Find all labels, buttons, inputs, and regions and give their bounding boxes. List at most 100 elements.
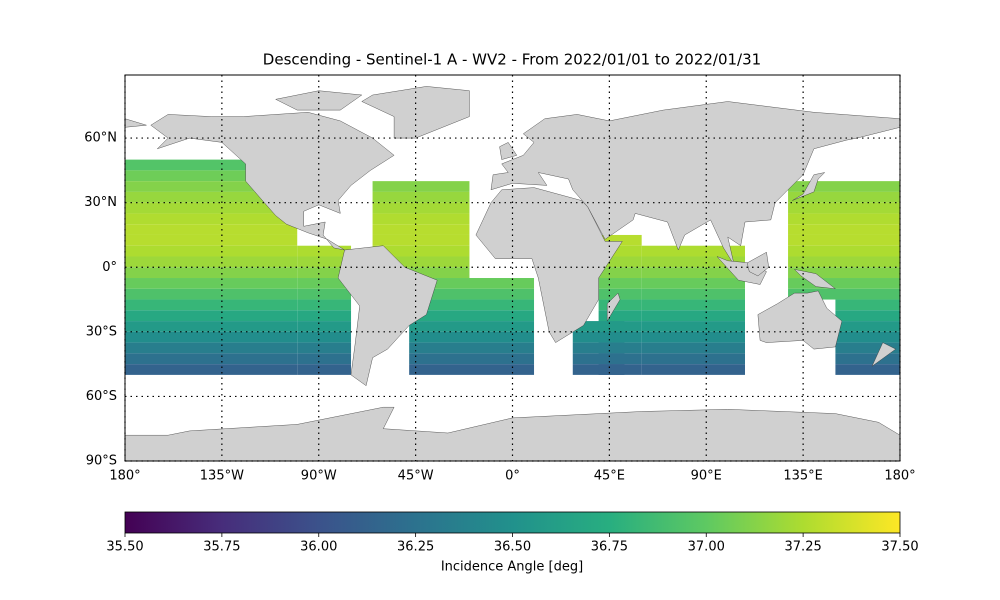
data-cell <box>598 364 642 375</box>
data-cell <box>372 256 470 268</box>
data-cell <box>297 331 352 343</box>
data-cell <box>125 170 298 182</box>
y-tick-label: 30°S <box>86 324 117 339</box>
data-cell <box>788 234 900 246</box>
data-cell <box>297 353 352 365</box>
data-cell <box>125 159 298 171</box>
data-cell <box>641 310 745 322</box>
x-tick-label: 45°W <box>398 469 434 484</box>
x-tick-label: 135°E <box>783 469 823 484</box>
land <box>792 172 826 201</box>
data-cell <box>598 299 642 311</box>
land <box>125 118 147 128</box>
data-cell <box>788 288 900 300</box>
data-cell <box>372 267 470 279</box>
land <box>716 256 767 285</box>
data-cell <box>372 224 470 235</box>
colorbar-tick-label: 37.00 <box>688 540 725 555</box>
data-cell <box>125 331 298 343</box>
data-cell <box>598 342 642 354</box>
colorbar-tick-label: 36.75 <box>591 540 628 555</box>
data-cell <box>409 299 535 311</box>
data-cell <box>125 245 298 257</box>
data-cell <box>409 364 535 375</box>
data-cell <box>125 353 298 365</box>
data-cell <box>835 310 900 322</box>
data-cell <box>372 213 470 225</box>
land <box>361 86 470 139</box>
data-cell <box>125 364 298 375</box>
x-tick-label: 90°E <box>691 469 722 484</box>
land <box>150 112 395 251</box>
data-cell <box>788 202 900 214</box>
data-cell <box>835 364 900 375</box>
data-cell <box>297 342 352 354</box>
data-cell <box>788 256 900 268</box>
y-tick-label: 60°N <box>84 131 117 146</box>
data-cell <box>598 256 642 268</box>
data-cell <box>641 245 745 257</box>
data-cell <box>641 353 745 365</box>
land <box>125 407 900 461</box>
colorbar <box>124 511 901 534</box>
colorbar-tick-label: 36.50 <box>494 540 531 555</box>
y-tick-label: 0° <box>102 260 117 275</box>
x-tick-label: 180° <box>884 469 915 484</box>
colorbar-tick-label: 35.75 <box>203 540 240 555</box>
data-cell <box>835 331 900 343</box>
data-cell <box>641 299 745 311</box>
data-cell <box>125 181 298 192</box>
data-cell <box>125 224 298 235</box>
land <box>475 187 623 343</box>
y-tick-label: 60°S <box>86 389 117 404</box>
data-cell <box>372 202 470 214</box>
data-cell <box>409 342 535 354</box>
data-cell <box>641 267 745 279</box>
data-cell <box>125 310 298 322</box>
y-tick-label: 30°N <box>84 195 117 210</box>
data-cell <box>598 278 642 289</box>
x-tick-label: 0° <box>505 469 520 484</box>
data-cell <box>641 331 745 343</box>
colorbar-label: Incidence Angle [deg] <box>441 560 583 575</box>
data-cell <box>788 278 900 289</box>
land <box>793 269 837 290</box>
colorbar-tick-label: 37.25 <box>785 540 822 555</box>
colorbar-tick-label: 35.50 <box>106 540 143 555</box>
land <box>746 251 769 277</box>
x-tick-label: 45°E <box>594 469 625 484</box>
data-layer <box>125 159 900 375</box>
land <box>757 290 843 350</box>
data-cell <box>788 224 900 235</box>
data-cell <box>125 213 298 225</box>
data-cell <box>372 234 470 246</box>
data-cell <box>835 342 900 354</box>
data-cell <box>598 234 642 246</box>
land <box>871 342 897 367</box>
data-cell <box>641 288 745 300</box>
data-cell <box>297 321 352 332</box>
data-cell <box>788 181 900 192</box>
data-cell <box>835 353 900 365</box>
data-cell <box>409 288 535 300</box>
data-cell <box>788 267 900 279</box>
data-cell <box>598 321 642 332</box>
land <box>607 292 621 322</box>
data-cell <box>125 299 298 311</box>
data-cell <box>598 353 642 365</box>
data-cell <box>409 331 535 343</box>
data-cell <box>641 256 745 268</box>
data-cell <box>409 353 535 365</box>
data-cell <box>297 278 352 289</box>
data-cell <box>125 342 298 354</box>
data-cell <box>835 321 900 332</box>
x-tick-label: 135°W <box>200 469 244 484</box>
data-cell <box>297 245 352 257</box>
data-cell <box>641 364 745 375</box>
x-tick-label: 90°W <box>301 469 337 484</box>
colorbar-tick-label: 36.00 <box>300 540 337 555</box>
data-cell <box>372 181 470 192</box>
data-cell <box>788 213 900 225</box>
data-cell <box>125 321 298 332</box>
data-cell <box>125 267 298 279</box>
